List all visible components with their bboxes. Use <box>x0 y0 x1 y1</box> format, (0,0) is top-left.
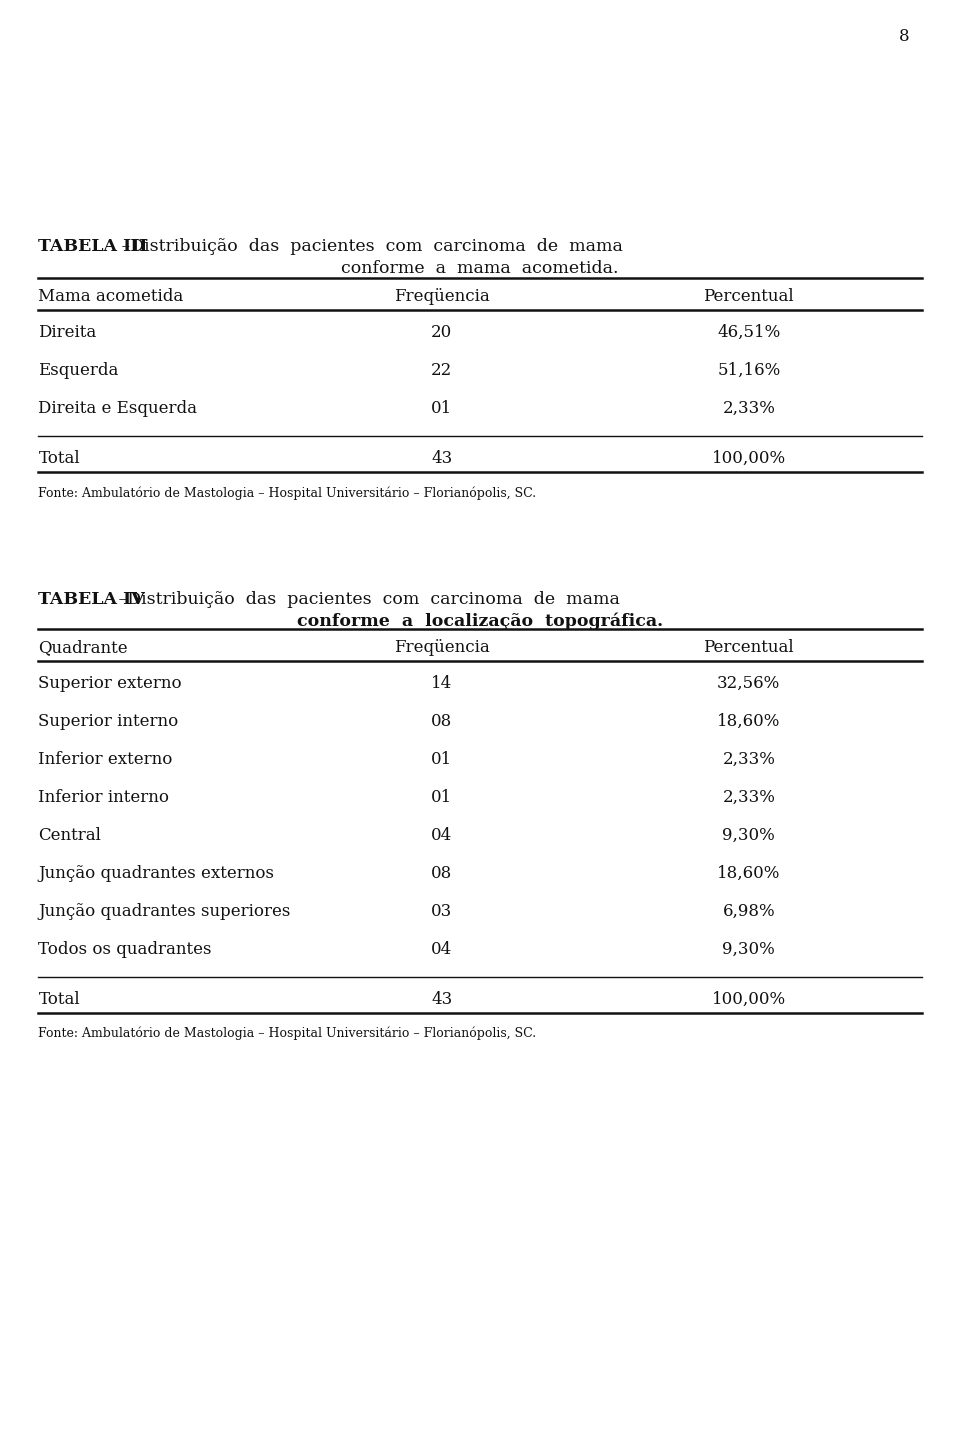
Text: 43: 43 <box>431 450 452 468</box>
Text: 01: 01 <box>431 400 452 417</box>
Text: 100,00%: 100,00% <box>711 990 786 1008</box>
Text: 2,33%: 2,33% <box>722 400 776 417</box>
Text: 20: 20 <box>431 324 452 340</box>
Text: 22: 22 <box>431 362 452 379</box>
Text: Inferior interno: Inferior interno <box>38 789 169 807</box>
Text: 9,30%: 9,30% <box>723 941 775 959</box>
Text: Freqüencia: Freqüencia <box>394 288 490 306</box>
Text: Total: Total <box>38 450 80 468</box>
Text: Mama acometida: Mama acometida <box>38 288 183 306</box>
Text: –Distribuição  das  pacientes  com  carcinoma  de  mama: –Distribuição das pacientes com carcinom… <box>113 591 620 608</box>
Text: Quadrante: Quadrante <box>38 639 128 656</box>
Text: 14: 14 <box>431 675 452 692</box>
Text: 9,30%: 9,30% <box>723 827 775 844</box>
Text: 01: 01 <box>431 752 452 767</box>
Text: Esquerda: Esquerda <box>38 362 119 379</box>
Text: 2,33%: 2,33% <box>722 752 776 767</box>
Text: 18,60%: 18,60% <box>717 864 780 882</box>
Text: Todos os quadrantes: Todos os quadrantes <box>38 941 212 959</box>
Text: 32,56%: 32,56% <box>717 675 780 692</box>
Text: 18,60%: 18,60% <box>717 712 780 730</box>
Text: Direita e Esquerda: Direita e Esquerda <box>38 400 198 417</box>
Text: 04: 04 <box>431 941 452 959</box>
Text: Total: Total <box>38 990 80 1008</box>
Text: Junção quadrantes superiores: Junção quadrantes superiores <box>38 904 291 919</box>
Text: Percentual: Percentual <box>704 288 794 306</box>
Text: Fonte: Ambulatório de Mastologia – Hospital Universitário – Florianópolis, SC.: Fonte: Ambulatório de Mastologia – Hospi… <box>38 487 537 500</box>
Text: conforme  a  localização  topográfica.: conforme a localização topográfica. <box>297 613 663 630</box>
Text: 08: 08 <box>431 712 452 730</box>
Text: –Distribuição  das  pacientes  com  carcinoma  de  mama: –Distribuição das pacientes com carcinom… <box>116 237 623 255</box>
Text: 01: 01 <box>431 789 452 807</box>
Text: 100,00%: 100,00% <box>711 450 786 468</box>
Text: TABELA IV: TABELA IV <box>38 591 145 608</box>
Text: Central: Central <box>38 827 101 844</box>
Text: Junção quadrantes externos: Junção quadrantes externos <box>38 864 275 882</box>
Text: Percentual: Percentual <box>704 639 794 656</box>
Text: 04: 04 <box>431 827 452 844</box>
Text: Superior externo: Superior externo <box>38 675 182 692</box>
Text: 8: 8 <box>900 28 910 45</box>
Text: 51,16%: 51,16% <box>717 362 780 379</box>
Text: 43: 43 <box>431 990 452 1008</box>
Text: Inferior externo: Inferior externo <box>38 752 173 767</box>
Text: Superior interno: Superior interno <box>38 712 179 730</box>
Text: 08: 08 <box>431 864 452 882</box>
Text: Fonte: Ambulatório de Mastologia – Hospital Universitário – Florianópolis, SC.: Fonte: Ambulatório de Mastologia – Hospi… <box>38 1027 537 1041</box>
Text: 03: 03 <box>431 904 452 919</box>
Text: Direita: Direita <box>38 324 97 340</box>
Text: 2,33%: 2,33% <box>722 789 776 807</box>
Text: conforme  a  mama  acometida.: conforme a mama acometida. <box>341 261 619 277</box>
Text: Freqüencia: Freqüencia <box>394 639 490 656</box>
Text: 46,51%: 46,51% <box>717 324 780 340</box>
Text: 6,98%: 6,98% <box>723 904 775 919</box>
Text: TABELA III: TABELA III <box>38 237 148 255</box>
